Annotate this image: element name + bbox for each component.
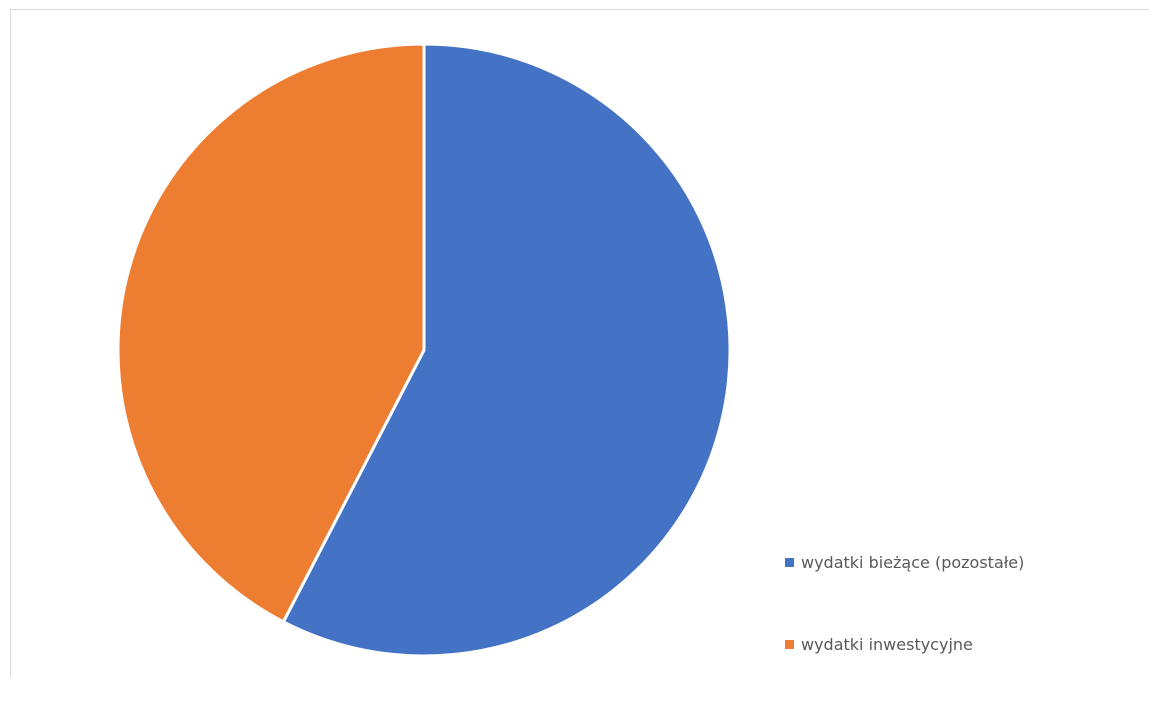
pie-slice-wydatki-inwestycyjne — [116, 42, 426, 624]
chart-area: wydatki bieżące (pozostałe) wydatki inwe… — [10, 9, 1149, 677]
legend-item-wydatki-inwestycyjne: wydatki inwestycyjne — [785, 632, 1024, 656]
pie-chart — [116, 42, 732, 658]
legend-label-wydatki-inwestycyjne: wydatki inwestycyjne — [801, 634, 973, 654]
legend-swatch-wydatki-biezace — [785, 557, 794, 567]
pie-slice-wydatki-biezace — [281, 42, 732, 658]
legend-item-wydatki-biezace: wydatki bieżące (pozostałe) — [785, 550, 1024, 574]
legend-label-wydatki-biezace: wydatki bieżące (pozostałe) — [801, 552, 1025, 572]
legend: wydatki bieżące (pozostałe) wydatki inwe… — [785, 550, 1024, 714]
legend-swatch-wydatki-inwestycyjne — [785, 639, 794, 649]
